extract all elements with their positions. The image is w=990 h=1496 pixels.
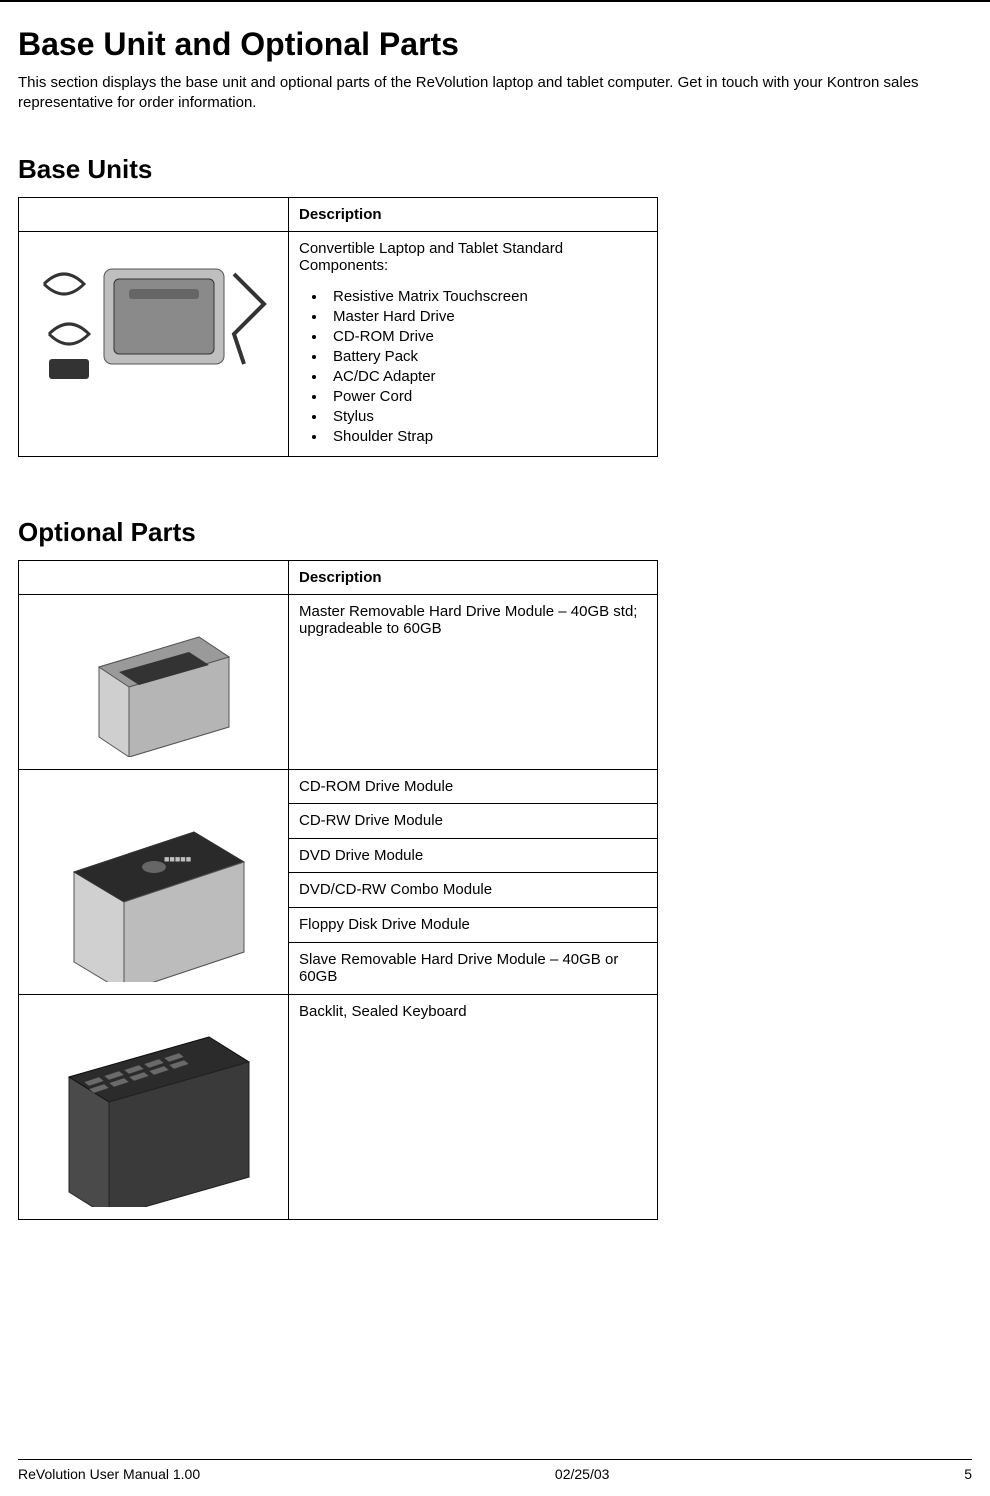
optional-parts-table: Description Master Removable Hard Drive … [18, 560, 658, 1220]
page-title: Base Unit and Optional Parts [18, 26, 972, 63]
list-item: Battery Pack [327, 348, 647, 365]
cdrw-module-cell: CD-RW Drive Module [289, 804, 658, 839]
list-item: Power Cord [327, 388, 647, 405]
list-item: CD-ROM Drive [327, 328, 647, 345]
list-item: Stylus [327, 408, 647, 425]
list-item: Shoulder Strap [327, 428, 647, 445]
cdrom-module-cell: CD-ROM Drive Module [289, 769, 658, 804]
table-header-description: Description [289, 560, 658, 594]
footer-right: 5 [964, 1466, 972, 1482]
footer-left: ReVolution User Manual 1.00 [18, 1466, 200, 1482]
list-item: AC/DC Adapter [327, 368, 647, 385]
table-header-empty [19, 197, 289, 231]
hdd-image-cell [19, 594, 289, 769]
base-units-heading: Base Units [18, 154, 972, 185]
footer-center: 02/25/03 [555, 1466, 610, 1482]
base-units-table: Description Convertible Laptop [18, 197, 658, 457]
hdd-description-cell: Master Removable Hard Drive Module – 40G… [289, 594, 658, 769]
page-footer: ReVolution User Manual 1.00 02/25/03 5 [18, 1459, 972, 1496]
list-item: Resistive Matrix Touchscreen [327, 288, 647, 305]
hard-drive-image [34, 607, 274, 757]
svg-text:■■■■■: ■■■■■ [164, 854, 191, 864]
keyboard-description-cell: Backlit, Sealed Keyboard [289, 994, 658, 1219]
components-list: Resistive Matrix Touchscreen Master Hard… [299, 288, 647, 445]
list-item: Master Hard Drive [327, 308, 647, 325]
components-intro: Convertible Laptop and Tablet Standard C… [299, 240, 647, 274]
base-unit-image-cell [19, 231, 289, 456]
intro-paragraph: This section displays the base unit and … [18, 73, 972, 114]
floppy-module-cell: Floppy Disk Drive Module [289, 907, 658, 942]
drive-module-image: ■■■■■ [34, 782, 274, 982]
table-header-description: Description [289, 197, 658, 231]
dvd-cdrw-combo-cell: DVD/CD-RW Combo Module [289, 873, 658, 908]
laptop-kit-image [34, 244, 274, 394]
document-page: Base Unit and Optional Parts This sectio… [0, 0, 990, 1440]
slave-hdd-cell: Slave Removable Hard Drive Module – 40GB… [289, 942, 658, 994]
optional-parts-heading: Optional Parts [18, 517, 972, 548]
keyboard-image-cell [19, 994, 289, 1219]
drive-module-image-cell: ■■■■■ [19, 769, 289, 994]
dvd-module-cell: DVD Drive Module [289, 838, 658, 873]
base-unit-description-cell: Convertible Laptop and Tablet Standard C… [289, 231, 658, 456]
table-header-empty [19, 560, 289, 594]
keyboard-image [34, 1007, 274, 1207]
